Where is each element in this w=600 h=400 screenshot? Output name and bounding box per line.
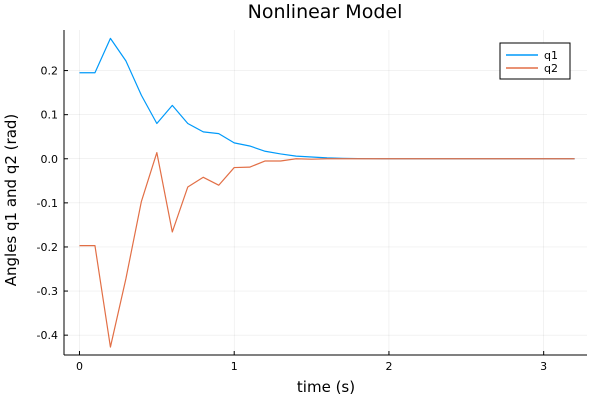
x-tick-label: 1 [231,360,238,373]
chart-title: Nonlinear Model [248,1,403,23]
y-tick-label: 0.2 [41,65,59,78]
tick-labels: 0 1 2 3 -0.4 -0.3 -0.2 -0.1 0.0 0.1 0.2 [37,65,548,373]
series-layer [79,37,575,348]
y-tick-label: -0.2 [37,241,58,254]
x-tick-label: 3 [540,360,547,373]
legend: q1 q2 [499,42,571,80]
legend-label-q2: q2 [544,62,558,75]
legend-box [499,42,571,80]
y-tick-label: -0.4 [37,329,58,342]
series-line-q2 [79,151,575,348]
y-axis-label: Angles q1 and q2 (rad) [2,114,20,287]
legend-label-q1: q1 [544,49,558,62]
y-tick-label: 0.1 [41,109,59,122]
x-tick-label: 2 [385,360,392,373]
axes-layer [63,30,587,356]
y-tick-label: -0.1 [37,197,58,210]
y-tick-label: 0.0 [41,153,59,166]
y-tick-label: -0.3 [37,285,58,298]
x-tick-label: 0 [76,360,83,373]
x-axis-label: time (s) [297,378,355,396]
